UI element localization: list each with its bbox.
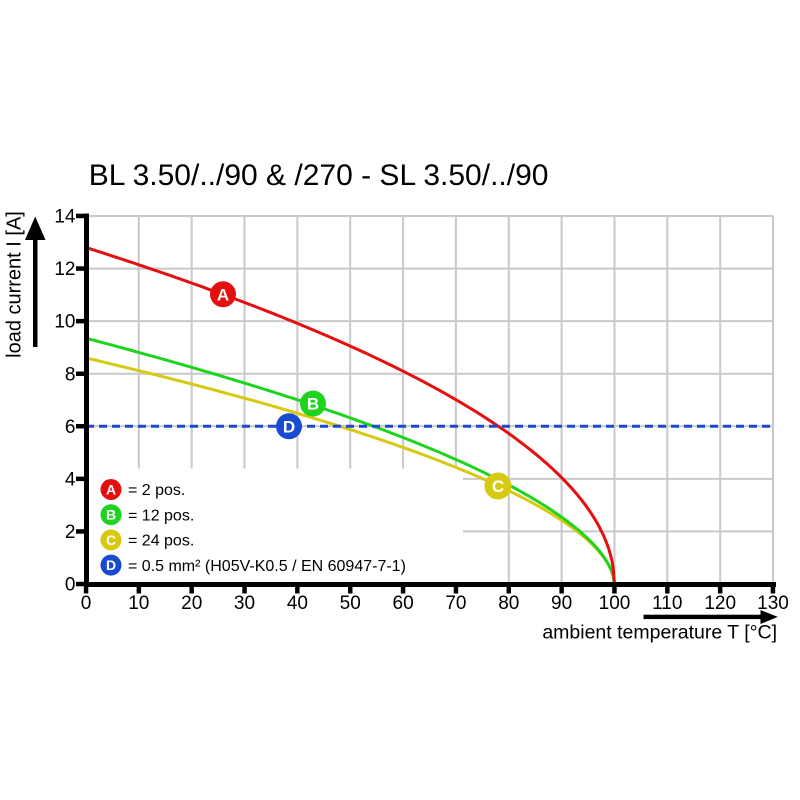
svg-text:D: D (283, 417, 295, 436)
svg-text:A: A (217, 285, 229, 304)
svg-text:10: 10 (54, 312, 75, 333)
svg-text:70: 70 (445, 593, 466, 614)
svg-text:ambient temperature T [°C]: ambient temperature T [°C] (542, 622, 777, 644)
svg-text:= 24 pos.: = 24 pos. (128, 533, 194, 550)
svg-text:4: 4 (65, 470, 76, 491)
svg-text:C: C (492, 477, 504, 496)
svg-text:= 2 pos.: = 2 pos. (128, 482, 185, 499)
svg-text:6: 6 (65, 417, 76, 438)
svg-text:load current I [A]: load current I [A] (4, 211, 26, 358)
svg-text:30: 30 (234, 593, 255, 614)
svg-text:BL 3.50/../90 & /270 - SL 3.50: BL 3.50/../90 & /270 - SL 3.50/../90 (89, 159, 549, 192)
svg-text:B: B (307, 395, 319, 414)
svg-text:120: 120 (704, 593, 736, 614)
svg-text:10: 10 (128, 593, 149, 614)
svg-text:130: 130 (757, 593, 789, 614)
svg-text:= 0.5 mm² (H05V-K0.5 / EN 6094: = 0.5 mm² (H05V-K0.5 / EN 60947-7-1) (128, 558, 406, 575)
svg-text:2: 2 (65, 522, 76, 543)
svg-text:0: 0 (65, 575, 76, 596)
svg-text:12: 12 (54, 259, 75, 280)
svg-text:40: 40 (287, 593, 308, 614)
svg-text:90: 90 (551, 593, 572, 614)
svg-text:60: 60 (393, 593, 414, 614)
svg-text:110: 110 (652, 593, 682, 614)
svg-text:A: A (106, 481, 116, 497)
svg-text:50: 50 (340, 593, 361, 614)
svg-text:0: 0 (81, 593, 92, 614)
svg-text:8: 8 (65, 364, 76, 385)
svg-text:= 12 pos.: = 12 pos. (128, 507, 194, 524)
svg-text:D: D (106, 557, 116, 573)
svg-text:C: C (106, 532, 116, 548)
svg-text:14: 14 (54, 207, 76, 228)
svg-text:80: 80 (498, 593, 519, 614)
svg-text:100: 100 (599, 593, 631, 614)
svg-text:B: B (106, 507, 116, 523)
svg-text:20: 20 (181, 593, 202, 614)
